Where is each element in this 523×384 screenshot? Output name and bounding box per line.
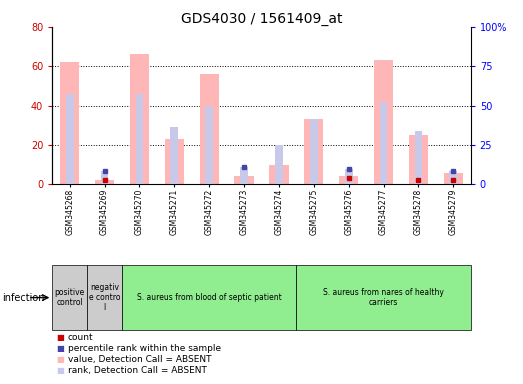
Bar xyxy=(122,265,297,330)
Text: S. aureus from nares of healthy
carriers: S. aureus from nares of healthy carriers xyxy=(323,288,444,307)
Bar xyxy=(101,170,108,184)
Bar xyxy=(275,145,283,184)
Bar xyxy=(409,135,428,184)
Text: value, Detection Call = ABSENT: value, Detection Call = ABSENT xyxy=(68,355,211,364)
Bar xyxy=(52,265,87,330)
Bar xyxy=(130,55,149,184)
Text: ■: ■ xyxy=(56,366,64,375)
Bar xyxy=(304,119,323,184)
Bar xyxy=(269,165,289,184)
Bar xyxy=(415,131,422,184)
Bar xyxy=(95,180,114,184)
Text: count: count xyxy=(68,333,94,343)
Text: negativ
e contro
l: negativ e contro l xyxy=(89,283,120,313)
Bar xyxy=(206,106,213,184)
Bar xyxy=(380,102,388,184)
Bar xyxy=(310,119,317,184)
Title: GDS4030 / 1561409_at: GDS4030 / 1561409_at xyxy=(181,12,342,26)
Bar xyxy=(60,62,79,184)
Bar xyxy=(170,127,178,184)
Bar xyxy=(66,94,74,184)
Text: ■: ■ xyxy=(56,333,64,343)
Text: percentile rank within the sample: percentile rank within the sample xyxy=(68,344,221,353)
Text: positive
control: positive control xyxy=(54,288,85,307)
Bar xyxy=(339,177,358,184)
Bar xyxy=(297,265,471,330)
Text: ■: ■ xyxy=(56,344,64,353)
Bar xyxy=(135,94,143,184)
Text: infection: infection xyxy=(3,293,45,303)
Bar xyxy=(240,167,248,184)
Bar xyxy=(234,177,254,184)
Text: ■: ■ xyxy=(56,355,64,364)
Bar xyxy=(444,172,463,184)
Text: S. aureus from blood of septic patient: S. aureus from blood of septic patient xyxy=(137,293,281,302)
Bar xyxy=(165,139,184,184)
Bar xyxy=(200,74,219,184)
Text: rank, Detection Call = ABSENT: rank, Detection Call = ABSENT xyxy=(68,366,207,375)
Bar xyxy=(87,265,122,330)
Bar xyxy=(449,170,457,184)
Bar xyxy=(345,169,353,184)
Bar xyxy=(374,60,393,184)
